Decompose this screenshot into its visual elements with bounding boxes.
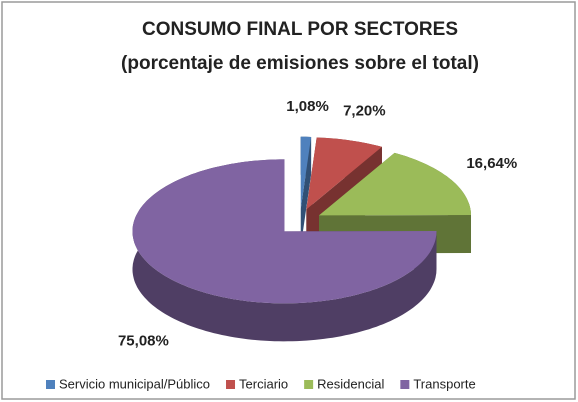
slice bbox=[306, 137, 382, 210]
legend-label: Servicio municipal/Público bbox=[59, 376, 210, 391]
legend-label: Residencial bbox=[317, 376, 384, 391]
chart-title: CONSUMO FINAL POR SECTORES bbox=[142, 19, 458, 40]
slice bbox=[132, 159, 437, 342]
data-label: 1,08% bbox=[286, 98, 329, 115]
slice bbox=[300, 136, 312, 209]
legend-swatch bbox=[226, 380, 236, 389]
data-label: 75,08% bbox=[118, 333, 169, 350]
legend-label: Terciario bbox=[239, 376, 288, 391]
slice bbox=[319, 152, 471, 216]
legend-swatch bbox=[46, 380, 55, 389]
legend-label: Transporte bbox=[413, 376, 475, 391]
slice bbox=[300, 136, 312, 247]
slice bbox=[132, 159, 437, 304]
chart-subtitle: (porcentaje de emisiones sobre el total) bbox=[121, 53, 479, 74]
data-label: 7,20% bbox=[343, 103, 386, 120]
data-label: 16,64% bbox=[466, 155, 517, 172]
legend-swatch bbox=[304, 380, 314, 389]
legend-swatch bbox=[400, 380, 410, 389]
